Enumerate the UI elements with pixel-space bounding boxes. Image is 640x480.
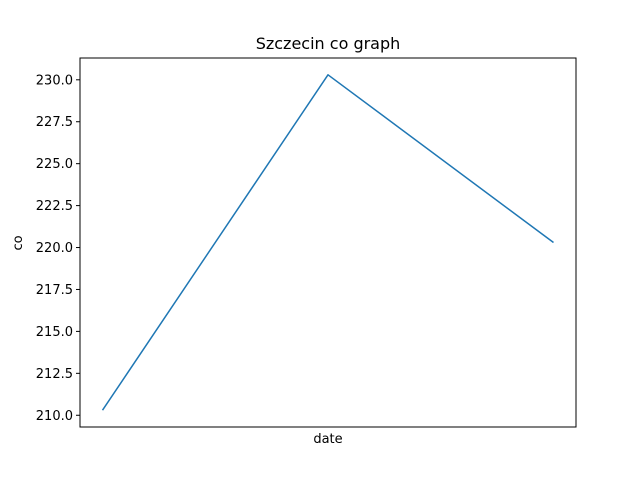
y-axis-label: co bbox=[11, 235, 26, 250]
y-tick-label: 222.5 bbox=[36, 199, 73, 214]
y-tick-label: 212.5 bbox=[36, 367, 73, 382]
series-line bbox=[101, 74, 554, 411]
y-tick-label: 217.5 bbox=[36, 283, 73, 298]
y-tick-label: 225.0 bbox=[36, 157, 73, 172]
chart-title: Szczecin co graph bbox=[256, 34, 401, 53]
x-axis-label: date bbox=[313, 432, 342, 447]
plot-lines bbox=[101, 74, 554, 411]
y-tick-label: 210.0 bbox=[36, 409, 73, 424]
plot-area-frame bbox=[79, 57, 577, 428]
y-axis-ticks: 210.0 212.5 215.0 217.5 220.0 222.5 225.0 227.5… bbox=[36, 73, 80, 424]
y-tick-label: 230.0 bbox=[36, 73, 73, 88]
y-tick-label: 227.5 bbox=[36, 115, 73, 130]
y-tick-label: 215.0 bbox=[36, 325, 73, 340]
y-tick-label: 220.0 bbox=[36, 241, 73, 256]
